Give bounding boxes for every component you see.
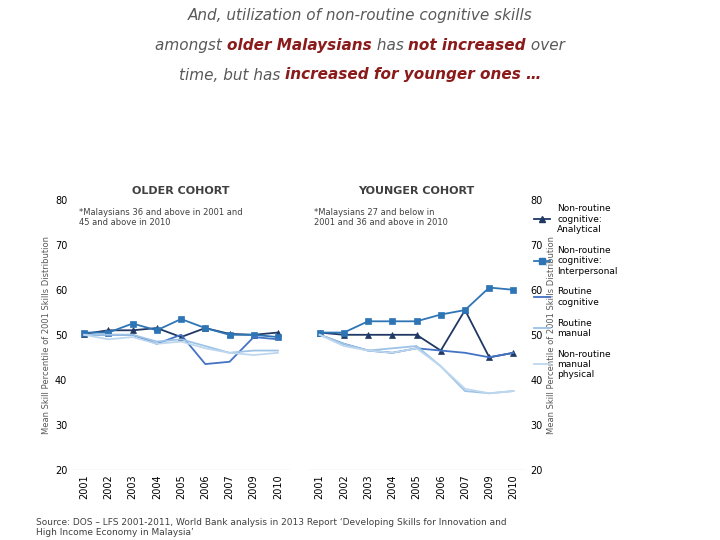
Text: And, utilization of non-routine cognitive skills: And, utilization of non-routine cognitiv… <box>188 8 532 23</box>
Y-axis label: Mean Skill Percentile of 2001 Skills Distribution: Mean Skill Percentile of 2001 Skills Dis… <box>42 236 50 434</box>
Title: YOUNGER COHORT: YOUNGER COHORT <box>359 186 474 196</box>
Text: over: over <box>526 38 564 53</box>
Text: *Malaysians 27 and below in
2001 and 36 and above in 2010: *Malaysians 27 and below in 2001 and 36 … <box>314 208 448 227</box>
Text: increased for younger ones …: increased for younger ones … <box>285 68 541 83</box>
Text: older Malaysians: older Malaysians <box>227 38 372 53</box>
Legend: Non-routine
cognitive:
Analytical, Non-routine
cognitive:
Interpersonal, Routine: Non-routine cognitive: Analytical, Non-r… <box>534 204 618 380</box>
Text: Source: DOS – LFS 2001-2011, World Bank analysis in 2013 Report ‘Developing Skil: Source: DOS – LFS 2001-2011, World Bank … <box>36 518 507 537</box>
Text: amongst: amongst <box>156 38 227 53</box>
Text: time, but has: time, but has <box>179 68 285 83</box>
Text: not increased: not increased <box>408 38 526 53</box>
Text: has: has <box>372 38 408 53</box>
Y-axis label: Mean Skill Percentile of 2001 Skills Distribution: Mean Skill Percentile of 2001 Skills Dis… <box>547 236 556 434</box>
Text: *Malaysians 36 and above in 2001 and
45 and above in 2010: *Malaysians 36 and above in 2001 and 45 … <box>78 208 242 227</box>
Title: OLDER COHORT: OLDER COHORT <box>132 186 230 196</box>
